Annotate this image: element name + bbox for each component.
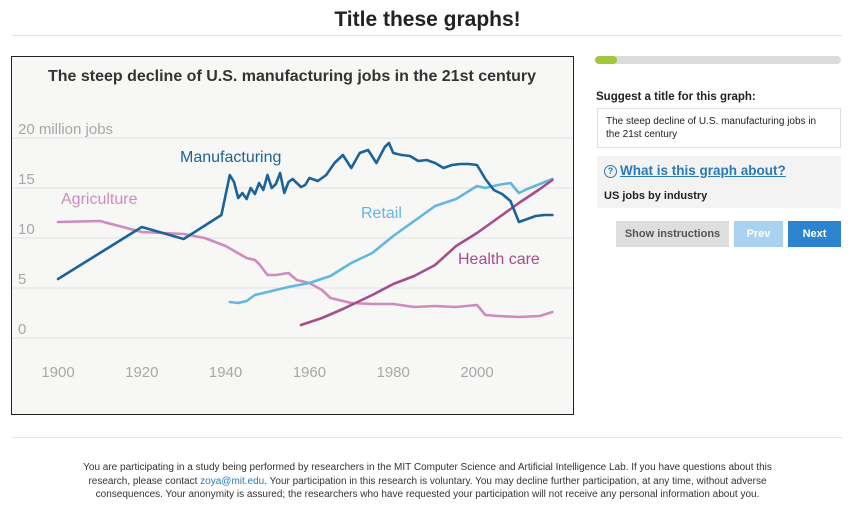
title-input[interactable]: The steep decline of U.S. manufacturing … bbox=[597, 108, 841, 148]
show-instructions-button[interactable]: Show instructions bbox=[616, 221, 729, 247]
series-label-retail: Retail bbox=[361, 205, 402, 222]
x-tick-label-1900: 1900 bbox=[41, 364, 74, 381]
x-tick-label-1940: 1940 bbox=[209, 364, 242, 381]
x-tick-label-1980: 1980 bbox=[377, 364, 410, 381]
y-tick-label-15: 15 bbox=[18, 171, 35, 188]
consent-footer: You are participating in a study being p… bbox=[70, 461, 785, 502]
series-label-health-care: Health care bbox=[458, 251, 540, 268]
footer-text-after: . Your participation in this research is… bbox=[95, 475, 767, 501]
x-tick-label-2000: 2000 bbox=[460, 364, 493, 381]
graph-description: US jobs by industry bbox=[604, 190, 708, 202]
title-label: Suggest a title for this graph: bbox=[596, 91, 756, 103]
about-link-label: What is this graph about? bbox=[620, 163, 786, 178]
contact-email-link[interactable]: zoya@mit.edu bbox=[200, 475, 265, 487]
y-tick-label-10: 10 bbox=[18, 221, 35, 238]
line-chart: The steep decline of U.S. manufacturing … bbox=[12, 68, 573, 381]
graph-panel: The steep decline of U.S. manufacturing … bbox=[11, 56, 574, 415]
x-tick-label-1960: 1960 bbox=[293, 364, 326, 381]
footer-text-before: You are participating in a study being p… bbox=[83, 462, 772, 487]
x-tick-label-1920: 1920 bbox=[125, 364, 158, 381]
question-circle-icon: ? bbox=[604, 165, 617, 178]
top-divider bbox=[12, 35, 842, 36]
what-is-this-graph-about-link[interactable]: ? What is this graph about? bbox=[604, 163, 786, 178]
series-line-health-care bbox=[299, 178, 554, 327]
about-panel: ? What is this graph about? US jobs by in… bbox=[597, 156, 841, 208]
series-label-manufacturing: Manufacturing bbox=[180, 149, 281, 166]
progress-bar bbox=[595, 56, 841, 64]
series-label-agriculture: Agriculture bbox=[61, 191, 138, 208]
chart-title: The steep decline of U.S. manufacturing … bbox=[48, 68, 536, 85]
y-tick-label-5: 5 bbox=[18, 271, 26, 288]
bottom-divider bbox=[12, 437, 842, 438]
progress-fill bbox=[595, 56, 618, 64]
series-line-retail bbox=[228, 177, 554, 305]
series-line-manufacturing bbox=[56, 141, 554, 281]
series-line-agriculture bbox=[56, 219, 554, 319]
y-tick-label-20: 20 million jobs bbox=[18, 121, 113, 138]
prev-button[interactable]: Prev bbox=[734, 221, 783, 247]
page-title: Title these graphs! bbox=[334, 8, 521, 31]
next-button[interactable]: Next bbox=[788, 221, 841, 247]
y-tick-label-0: 0 bbox=[18, 321, 26, 338]
